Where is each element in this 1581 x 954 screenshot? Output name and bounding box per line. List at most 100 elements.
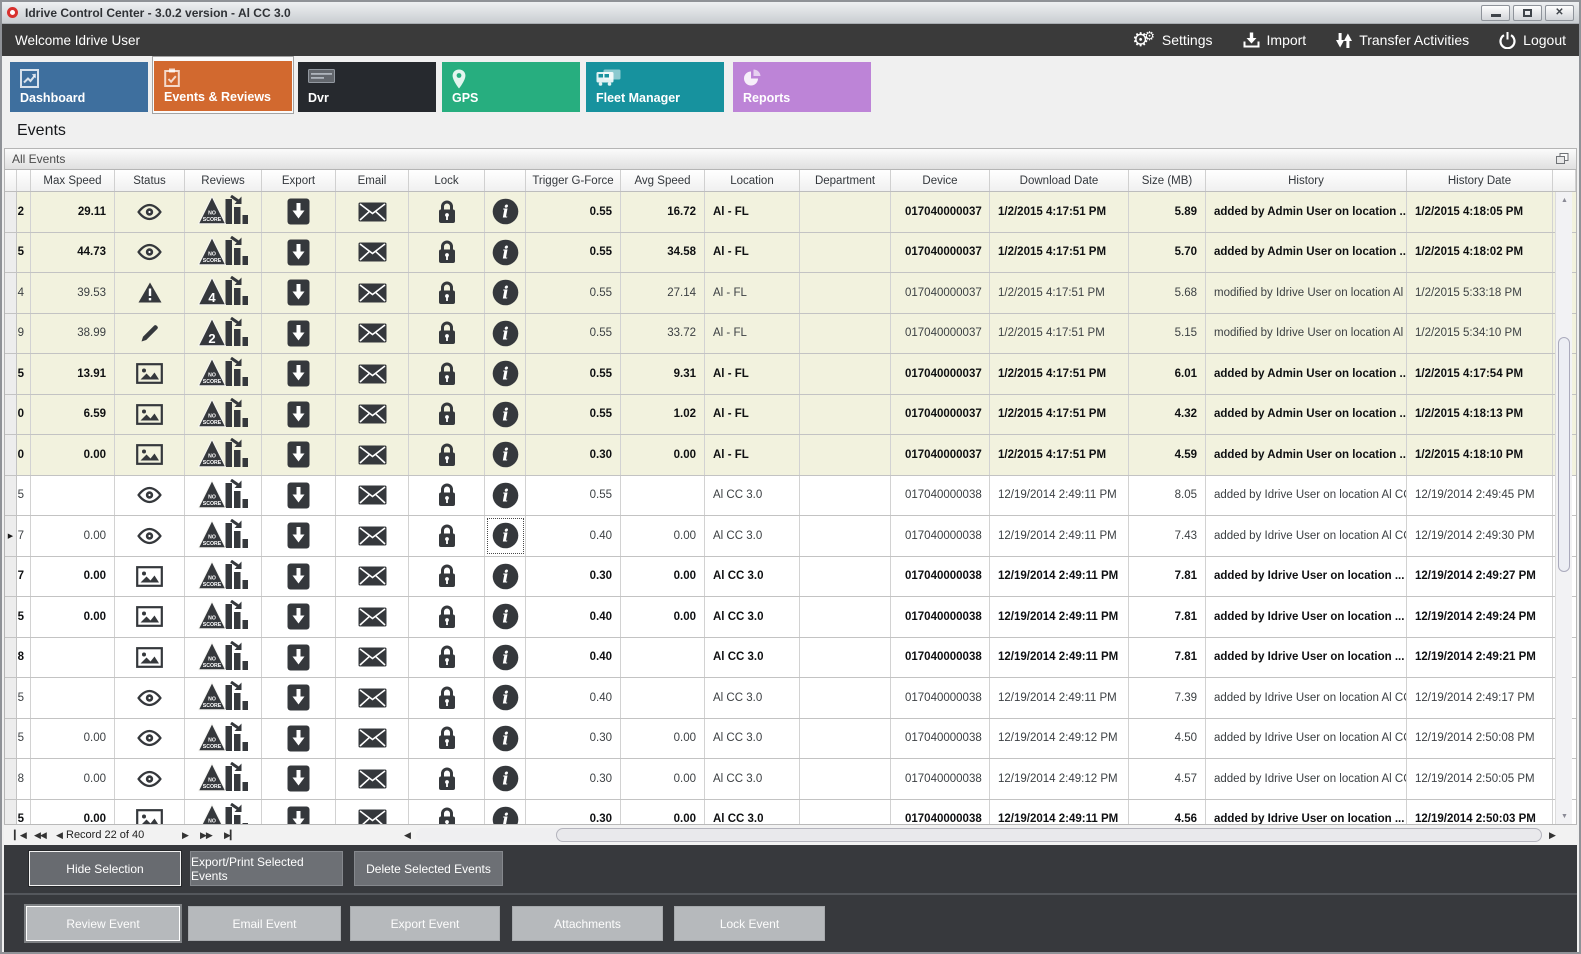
column-header-max_speed[interactable]: Max Speed xyxy=(31,170,115,191)
column-header-trigger_g_force[interactable]: Trigger G-Force xyxy=(526,170,621,191)
download-box-icon[interactable] xyxy=(262,718,336,758)
export-print-selected-events-button[interactable]: Export/Print Selected Events xyxy=(190,851,343,886)
info-circle-icon[interactable]: i xyxy=(485,354,526,394)
eye-icon[interactable] xyxy=(115,759,185,799)
column-header-device[interactable]: Device xyxy=(891,170,990,191)
table-row[interactable]: 7 0.00 NO SCORE i 0.30 0.00 Al CC 3.0 0170400000… xyxy=(5,556,1576,597)
email-event-button[interactable]: Email Event xyxy=(188,906,341,941)
restore-window-icon[interactable] xyxy=(1556,153,1569,165)
envelope-icon[interactable] xyxy=(336,637,409,677)
maximize-button[interactable] xyxy=(1513,4,1542,21)
column-header-id[interactable] xyxy=(17,170,31,191)
column-header-department[interactable]: Department xyxy=(800,170,891,191)
download-box-icon[interactable] xyxy=(262,556,336,596)
score-2-icon[interactable]: 2 xyxy=(185,313,262,353)
table-row[interactable]: 5 NO SCORE i 0.55 Al CC 3.0 017040000038 12/19/… xyxy=(5,475,1576,516)
info-circle-icon[interactable]: i xyxy=(485,678,526,718)
download-box-icon[interactable] xyxy=(262,394,336,434)
image-icon[interactable] xyxy=(115,435,185,475)
image-icon[interactable] xyxy=(115,354,185,394)
table-row[interactable]: 4 39.53 4 i 0.55 27.14 Al - FL 017040000037 1/2/… xyxy=(5,273,1576,314)
padlock-icon[interactable] xyxy=(409,273,485,313)
envelope-icon[interactable] xyxy=(336,597,409,637)
envelope-icon[interactable] xyxy=(336,192,409,232)
info-circle-icon[interactable]: i xyxy=(485,232,526,272)
column-header-avg_speed[interactable]: Avg Speed xyxy=(621,170,705,191)
info-circle-icon[interactable]: i xyxy=(485,435,526,475)
table-row[interactable]: 5 NO SCORE i 0.40 Al CC 3.0 017040000038 12/19/… xyxy=(5,678,1576,719)
envelope-icon[interactable] xyxy=(336,556,409,596)
padlock-icon[interactable] xyxy=(409,435,485,475)
column-header-download_date[interactable]: Download Date xyxy=(990,170,1129,191)
image-icon[interactable] xyxy=(115,637,185,677)
column-header-info[interactable] xyxy=(485,170,526,191)
download-box-icon[interactable] xyxy=(262,678,336,718)
tab-fleet-manager[interactable]: Fleet Manager xyxy=(586,62,724,112)
envelope-icon[interactable] xyxy=(336,394,409,434)
envelope-icon[interactable] xyxy=(336,759,409,799)
eye-icon[interactable] xyxy=(115,232,185,272)
image-icon[interactable] xyxy=(115,556,185,596)
table-row[interactable]: 8 0.00 NO SCORE i 0.30 0.00 Al CC 3.0 0170400000… xyxy=(5,759,1576,800)
scroll-up-icon[interactable]: ▲ xyxy=(1561,196,1568,204)
settings-button[interactable]: ⚙ ⚙ Settings xyxy=(1132,30,1212,50)
hide-selection-button[interactable]: Hide Selection xyxy=(29,851,181,886)
info-circle-icon[interactable]: i xyxy=(485,273,526,313)
info-circle-icon[interactable]: i xyxy=(485,475,526,515)
download-box-icon[interactable] xyxy=(262,597,336,637)
table-row[interactable]: 5 44.73 NO SCORE i 0.55 34.58 Al - FL 0170400000… xyxy=(5,232,1576,273)
padlock-icon[interactable] xyxy=(409,516,485,556)
scroll-left-icon[interactable]: ◀ xyxy=(404,829,411,840)
download-box-icon[interactable] xyxy=(262,475,336,515)
tab-dashboard[interactable]: Dashboard xyxy=(10,62,148,112)
padlock-icon[interactable] xyxy=(409,759,485,799)
horizontal-scroll-thumb[interactable] xyxy=(556,828,1542,842)
column-header-status[interactable]: Status xyxy=(115,170,185,191)
envelope-icon[interactable] xyxy=(336,516,409,556)
scroll-right-icon[interactable]: ▶ xyxy=(1549,829,1556,840)
score-4-icon[interactable]: 4 xyxy=(185,273,262,313)
padlock-icon[interactable] xyxy=(409,799,485,824)
horizontal-scrollbar[interactable] xyxy=(416,828,1542,842)
padlock-icon[interactable] xyxy=(409,394,485,434)
attachments-button[interactable]: Attachments xyxy=(512,906,663,941)
vertical-scrollbar[interactable]: ▲ ▼ xyxy=(1555,192,1572,824)
column-header-location[interactable]: Location xyxy=(705,170,800,191)
lock-event-button[interactable]: Lock Event xyxy=(674,906,825,941)
padlock-icon[interactable] xyxy=(409,192,485,232)
info-circle-icon[interactable]: i xyxy=(485,718,526,758)
eye-icon[interactable] xyxy=(115,718,185,758)
table-row[interactable]: 2 29.11 NO SCORE i 0.55 16.72 Al - FL 0170400000… xyxy=(5,192,1576,233)
previous-record-button[interactable]: ◀ xyxy=(56,829,63,840)
padlock-icon[interactable] xyxy=(409,556,485,596)
warning-icon[interactable] xyxy=(115,273,185,313)
pencil-icon[interactable] xyxy=(115,313,185,353)
padlock-icon[interactable] xyxy=(409,354,485,394)
download-box-icon[interactable] xyxy=(262,799,336,824)
info-circle-icon[interactable]: i xyxy=(485,759,526,799)
vertical-scroll-thumb[interactable] xyxy=(1558,337,1570,572)
info-circle-icon[interactable]: i xyxy=(485,516,526,556)
envelope-icon[interactable] xyxy=(336,718,409,758)
column-header-export[interactable]: Export xyxy=(262,170,336,191)
eye-icon[interactable] xyxy=(115,678,185,718)
envelope-icon[interactable] xyxy=(336,313,409,353)
padlock-icon[interactable] xyxy=(409,637,485,677)
first-record-button[interactable]: ▎◀ xyxy=(14,829,27,840)
fast-rewind-button[interactable]: ◀◀ xyxy=(34,829,47,840)
download-box-icon[interactable] xyxy=(262,435,336,475)
padlock-icon[interactable] xyxy=(409,597,485,637)
fast-forward-button[interactable]: ▶▶ xyxy=(200,829,213,840)
next-record-button[interactable]: ▶ xyxy=(182,829,189,840)
padlock-icon[interactable] xyxy=(409,232,485,272)
info-circle-icon[interactable]: i xyxy=(485,637,526,677)
